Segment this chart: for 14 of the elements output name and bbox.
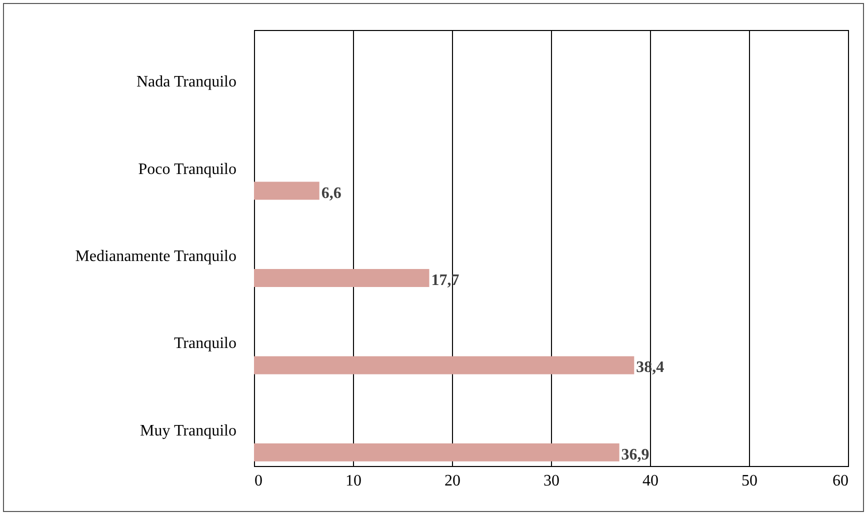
y-tick-label: Muy Tranquilo	[140, 422, 236, 440]
data-label: 36,9	[621, 446, 650, 464]
x-tick-label: 40	[642, 472, 658, 490]
x-tick-label: 0	[254, 472, 262, 490]
x-tick-label: 30	[544, 472, 560, 490]
x-tick-label: 10	[346, 472, 362, 490]
y-tick-label: Medianamente Tranquilo	[75, 248, 236, 265]
data-label: 6,6	[321, 184, 342, 202]
y-tick-label: Nada Tranquilo	[136, 74, 236, 91]
y-tick-label: Poco Tranquilo	[138, 160, 236, 178]
y-tick-label: Tranquilo	[174, 335, 236, 352]
x-tick-label: 50	[742, 472, 758, 490]
x-tick-label: 60	[832, 472, 848, 490]
x-tick-label: 20	[444, 472, 460, 490]
